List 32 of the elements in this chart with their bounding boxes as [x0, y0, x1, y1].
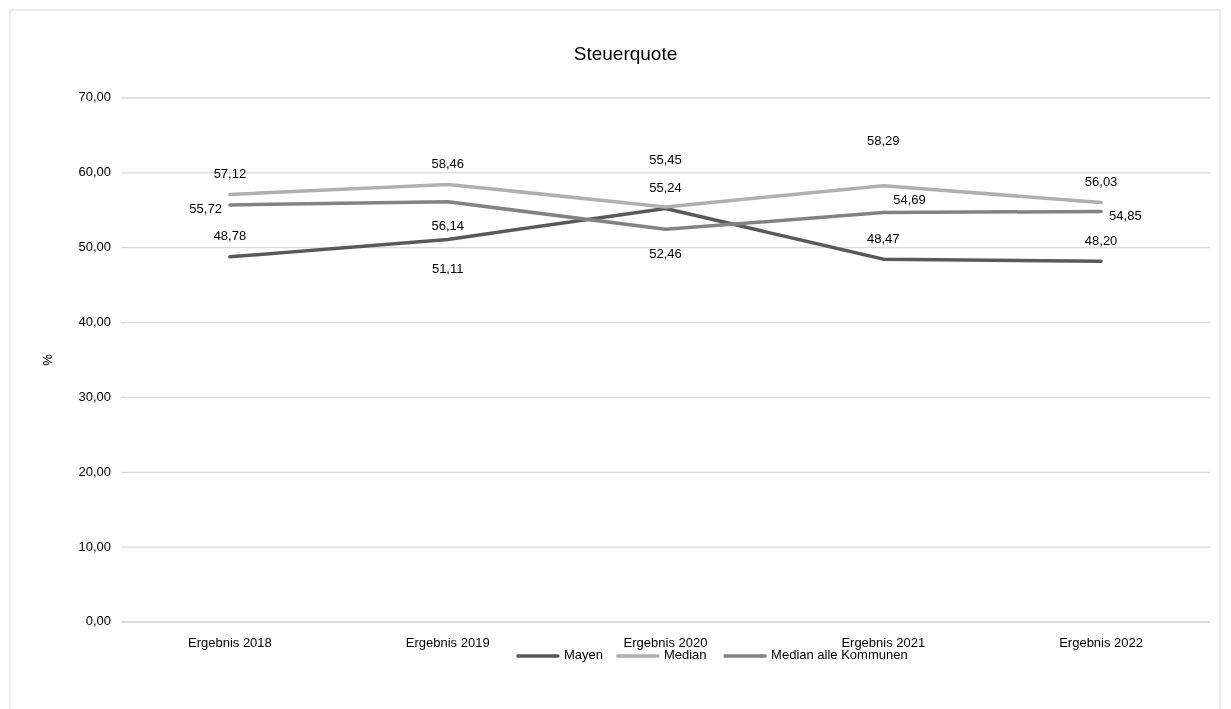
x-tick-label: Ergebnis 2021 — [841, 635, 926, 650]
data-label: 58,29 — [867, 133, 900, 149]
data-label: 54,85 — [1109, 207, 1142, 223]
legend-label: Median — [663, 647, 707, 663]
y-tick-label: 60,00 — [78, 164, 111, 180]
data-label: 58,46 — [431, 155, 464, 171]
data-label: 52,46 — [649, 245, 682, 261]
chart-title: Steuerquote — [573, 43, 678, 64]
x-tick-label: Ergebnis 2022 — [1059, 635, 1144, 650]
data-label: 55,72 — [189, 201, 222, 217]
y-tick-label: 20,00 — [78, 463, 111, 479]
x-tick-label: Ergebnis 2020 — [623, 635, 708, 650]
data-label: 48,78 — [213, 228, 247, 244]
x-tick-label: Ergebnis 2018 — [187, 635, 272, 650]
y-tick-label: 30,00 — [78, 388, 111, 404]
data-label: 56,03 — [1084, 174, 1118, 190]
data-label: 55,45 — [649, 152, 682, 168]
legend-label: Mayen — [563, 647, 603, 663]
data-label: 57,12 — [213, 165, 247, 181]
y-tick-label: 70,00 — [78, 89, 111, 105]
x-tick-label: Ergebnis 2019 — [405, 635, 490, 650]
y-tick-label: 10,00 — [78, 538, 111, 554]
data-label: 56,14 — [431, 218, 464, 234]
y-tick-label: 40,00 — [78, 314, 111, 330]
y-tick-label: 50,00 — [78, 239, 111, 255]
data-label: 55,24 — [649, 179, 682, 195]
data-label: 48,47 — [867, 230, 900, 246]
data-label: 51,11 — [431, 260, 464, 276]
y-tick-label: 0,00 — [85, 613, 111, 629]
data-label: 54,69 — [893, 192, 926, 208]
y-axis-title: % — [40, 353, 55, 366]
data-label: 48,20 — [1084, 232, 1118, 248]
